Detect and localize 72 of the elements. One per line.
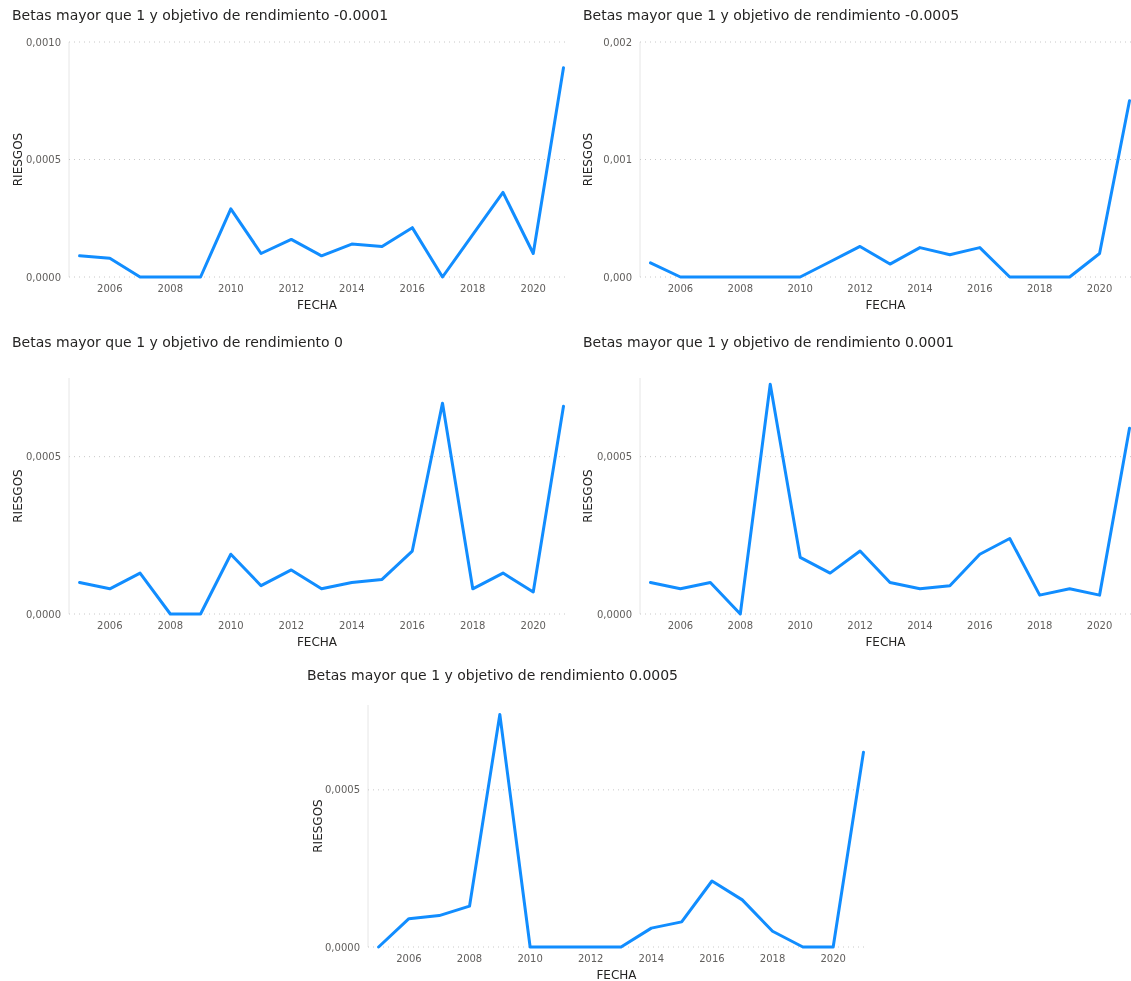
x-tick-label: 2016 [967, 283, 993, 294]
x-tick-label: 2012 [847, 620, 873, 631]
x-tick-label: 2020 [1086, 620, 1113, 631]
x-tick-label: 2014 [907, 620, 933, 631]
line-series [648, 99, 1131, 279]
x-tick-label: 2020 [1086, 283, 1113, 294]
x-tick-label: 2018 [460, 283, 486, 294]
x-tick-label: 2008 [157, 620, 184, 631]
y-tick-label: 0,000 [603, 271, 632, 283]
chart-title: Betas mayor que 1 y objetivo de rendimiento -0.0001 [12, 7, 389, 23]
x-tick-label: 2010 [218, 283, 244, 294]
y-tick-label: 0,0010 [26, 36, 61, 48]
line-series [78, 401, 565, 616]
x-tick-label: 2016 [699, 953, 725, 964]
x-tick-label: 2012 [578, 953, 604, 964]
line-series [648, 382, 1131, 616]
x-tick-label: 2020 [520, 620, 546, 631]
line-series [78, 66, 565, 279]
x-tick-label: 2010 [218, 620, 244, 631]
y-axis-title: RIESGOS [581, 469, 595, 523]
x-tick-label: 2012 [278, 620, 305, 631]
x-tick-label: 2010 [517, 953, 543, 964]
x-tick-label: 2014 [339, 283, 365, 294]
x-tick-label: 2016 [399, 283, 425, 294]
y-tick-label: 0,001 [603, 154, 632, 165]
x-tick-label: 2018 [1026, 620, 1053, 631]
x-tick-label: 2020 [520, 283, 546, 294]
x-tick-label: 2014 [907, 283, 933, 294]
y-axis-title: RIESGOS [11, 132, 25, 187]
x-tick-label: 2012 [847, 283, 873, 294]
y-tick-label: 0,0005 [597, 451, 632, 463]
x-tick-label: 2008 [456, 953, 483, 964]
x-tick-label: 2006 [667, 283, 694, 294]
x-axis-title: FECHA [596, 968, 638, 981]
x-tick-label: 2010 [787, 283, 813, 294]
x-tick-label: 2014 [339, 620, 365, 631]
x-tick-label: 2018 [1026, 283, 1053, 294]
y-tick-label: 0,0000 [325, 941, 360, 953]
y-axis-title: RIESGOS [581, 132, 595, 187]
chart-title: Betas mayor que 1 y objetivo de rendimiento -0.0005 [583, 7, 960, 23]
chart-title: Betas mayor que 1 y objetivo de rendimiento 0 [12, 334, 343, 350]
line-series [377, 712, 865, 949]
x-tick-label: 2018 [759, 953, 786, 964]
x-tick-label: 2006 [97, 283, 123, 294]
chart-title: Betas mayor que 1 y objetivo de rendimiento 0.0001 [583, 334, 955, 350]
x-tick-label: 2008 [157, 283, 184, 294]
x-tick-label: 2010 [787, 620, 813, 631]
y-tick-label: 0,0005 [325, 784, 360, 796]
x-tick-label: 2020 [820, 953, 846, 964]
x-tick-label: 2012 [278, 283, 305, 294]
x-tick-label: 2008 [727, 620, 754, 631]
y-axis-title: RIESGOS [311, 799, 325, 853]
y-tick-label: 0,0005 [26, 154, 61, 165]
y-tick-label: 0,0000 [26, 608, 61, 620]
x-axis-title: FECHA [296, 298, 338, 312]
x-tick-label: 2018 [460, 620, 486, 631]
x-tick-label: 2006 [396, 953, 422, 964]
x-tick-label: 2014 [638, 953, 665, 964]
y-tick-label: 0,0000 [597, 608, 632, 620]
x-tick-label: 2008 [727, 283, 754, 294]
y-tick-label: 0,0000 [26, 271, 61, 283]
x-tick-label: 2016 [399, 620, 425, 631]
x-axis-title: FECHA [296, 635, 338, 649]
x-tick-label: 2016 [967, 620, 993, 631]
x-tick-label: 2006 [667, 620, 694, 631]
y-axis-title: RIESGOS [11, 469, 25, 523]
x-axis-title: FECHA [865, 298, 907, 312]
y-tick-label: 0,002 [603, 36, 632, 48]
x-tick-label: 2006 [97, 620, 123, 631]
chart-title: Betas mayor que 1 y objetivo de rendimiento 0.0005 [307, 667, 679, 683]
y-tick-label: 0,0005 [26, 451, 61, 463]
x-axis-title: FECHA [865, 635, 907, 649]
